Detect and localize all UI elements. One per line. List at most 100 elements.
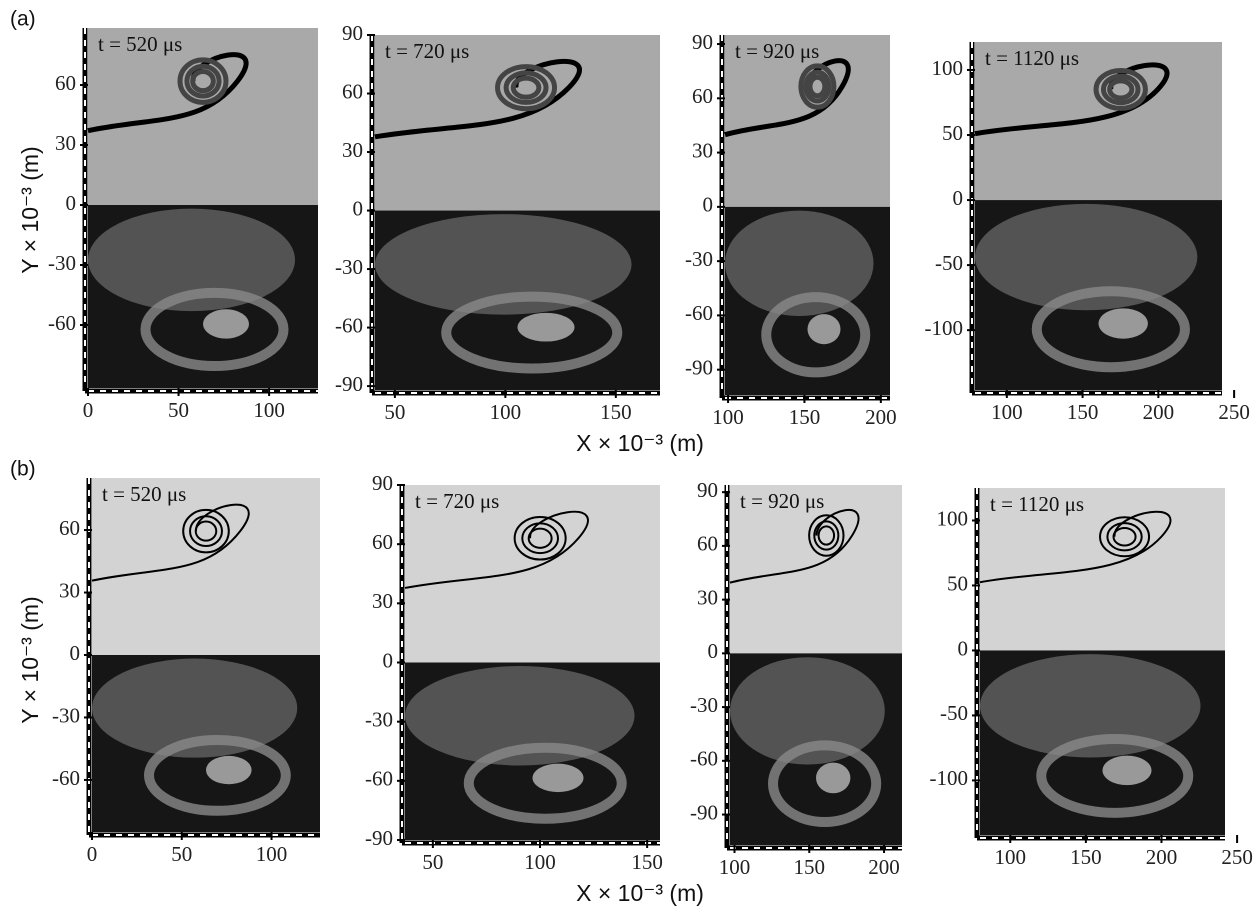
x-tick-label: 100 — [253, 398, 285, 422]
y-tick-label: -90 — [690, 800, 718, 824]
y-tick-label: 90 — [372, 471, 393, 495]
x-tick-label: 100 — [712, 405, 744, 429]
y-tick-label: 0 — [383, 648, 394, 672]
experiment-core — [808, 314, 841, 344]
y-tick-label: 30 — [697, 585, 718, 609]
x-tick-label: 50 — [171, 842, 192, 866]
x-tick-label: 200 — [868, 855, 900, 879]
row-label: (b) — [10, 458, 36, 481]
y-tick-label: 0 — [66, 191, 77, 215]
time-label: t = 520 μs — [98, 32, 182, 56]
x-axis-label: X × 10⁻³ (m) — [576, 880, 704, 906]
y-tick-label: -90 — [335, 372, 363, 396]
y-tick-label: -60 — [685, 301, 713, 325]
panel — [92, 478, 320, 832]
time-label: t = 920 μs — [740, 489, 824, 513]
y-tick-label: 0 — [353, 196, 364, 220]
x-tick-label: 0 — [83, 398, 94, 422]
y-tick-label: -30 — [48, 251, 76, 275]
row-label: (a) — [10, 8, 36, 31]
x-tick-label: 0 — [87, 842, 98, 866]
y-tick-label: 100 — [932, 56, 964, 80]
y-tick-label: 60 — [59, 516, 80, 540]
y-tick-label: 0 — [953, 186, 964, 210]
y-tick-label: 30 — [59, 578, 80, 602]
y-tick-label: 30 — [692, 138, 713, 162]
y-tick-label: -60 — [690, 747, 718, 771]
x-tick-label: 200 — [865, 405, 897, 429]
x-tick-label: 100 — [490, 400, 522, 424]
x-tick-label: 150 — [794, 855, 826, 879]
y-tick-label: -90 — [685, 355, 713, 379]
experiment-core — [816, 763, 850, 794]
panel — [375, 35, 660, 390]
x-tick-label: 100 — [256, 842, 288, 866]
y-tick-label: 0 — [958, 636, 969, 660]
panel — [725, 35, 890, 395]
y-axis-label: Y × 10⁻³ (m) — [17, 146, 43, 273]
y-tick-label: 90 — [342, 21, 363, 45]
y-tick-label: 60 — [697, 532, 718, 556]
y-tick-label: 0 — [703, 193, 714, 217]
time-label: t = 920 μs — [735, 39, 819, 63]
y-tick-label: 90 — [692, 30, 713, 54]
y-tick-label: 50 — [942, 121, 963, 145]
y-axis-label: Y × 10⁻³ (m) — [17, 596, 43, 723]
y-tick-label: 0 — [70, 641, 81, 665]
experiment-core — [1099, 308, 1148, 338]
y-tick-label: 30 — [372, 589, 393, 613]
y-tick-label: -30 — [365, 707, 393, 731]
time-label: t = 720 μs — [415, 489, 499, 513]
x-tick-label: 250 — [1218, 400, 1250, 424]
experiment-core — [1103, 756, 1152, 786]
y-tick-label: 60 — [372, 530, 393, 554]
y-tick-label: -60 — [52, 766, 80, 790]
y-tick-label: 90 — [697, 478, 718, 502]
x-tick-label: 200 — [1146, 845, 1178, 869]
y-tick-label: -50 — [935, 251, 963, 275]
time-label: t = 1120 μs — [990, 492, 1084, 516]
y-tick-label: 60 — [692, 84, 713, 108]
x-tick-label: 150 — [1067, 400, 1099, 424]
x-tick-label: 50 — [168, 398, 189, 422]
y-tick-label: -60 — [48, 311, 76, 335]
time-label: t = 520 μs — [102, 482, 186, 506]
x-tick-label: 250 — [1221, 845, 1253, 869]
panel — [975, 42, 1222, 390]
x-tick-label: 150 — [631, 850, 663, 874]
time-label: t = 1120 μs — [985, 46, 1079, 70]
y-tick-label: -30 — [690, 693, 718, 717]
x-tick-label: 100 — [719, 855, 751, 879]
y-tick-label: -50 — [940, 701, 968, 725]
y-tick-label: 50 — [947, 571, 968, 595]
y-tick-label: -30 — [335, 255, 363, 279]
panel — [405, 485, 660, 840]
y-tick-label: -60 — [365, 767, 393, 791]
x-tick-label: 100 — [524, 850, 556, 874]
y-tick-label: 100 — [937, 506, 969, 530]
x-tick-label: 200 — [1143, 400, 1175, 424]
x-tick-label: 150 — [1070, 845, 1102, 869]
y-tick-label: 30 — [55, 131, 76, 155]
figure: (a) X × 10⁻³ (m) Y × 10⁻³ (m) t = 520 μs 60 3… — [0, 0, 1253, 915]
x-tick-label: 50 — [422, 850, 443, 874]
panel — [730, 485, 902, 845]
x-tick-label: 100 — [994, 845, 1026, 869]
x-tick-label: 100 — [991, 400, 1023, 424]
experiment-core — [518, 313, 575, 342]
x-tick-label: 150 — [600, 400, 632, 424]
y-tick-label: -100 — [930, 766, 969, 790]
time-label: t = 720 μs — [385, 39, 469, 63]
y-tick-label: 60 — [55, 71, 76, 95]
y-tick-label: -60 — [335, 313, 363, 337]
y-tick-label: -100 — [925, 316, 964, 340]
x-tick-label: 150 — [789, 405, 821, 429]
y-tick-label: -90 — [365, 826, 393, 850]
y-tick-label: 30 — [342, 138, 363, 162]
y-tick-label: -30 — [685, 247, 713, 271]
experiment-core — [533, 764, 584, 792]
y-tick-label: -30 — [52, 703, 80, 727]
panel — [980, 488, 1225, 835]
y-tick-label: 60 — [342, 79, 363, 103]
y-tick-label: 0 — [708, 639, 719, 663]
